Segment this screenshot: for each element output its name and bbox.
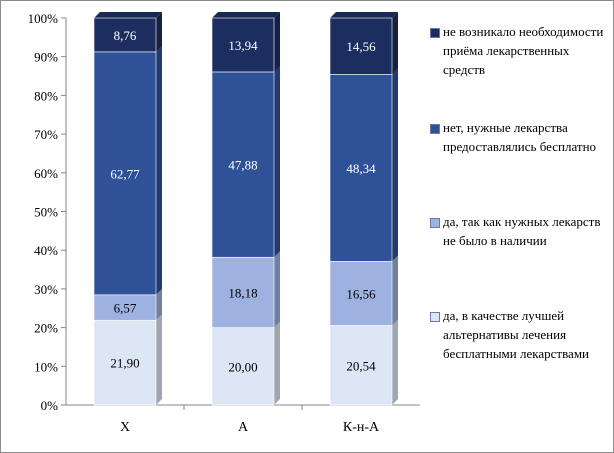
bar-segment-side bbox=[274, 321, 280, 405]
data-label: 18,18 bbox=[228, 285, 257, 300]
data-label: 47,88 bbox=[228, 158, 257, 173]
bar-segment bbox=[93, 319, 157, 406]
bar-segment-side bbox=[156, 314, 162, 405]
y-tick-label: 20% bbox=[34, 321, 58, 336]
legend-label: да, так как нужных лекарств не было в на… bbox=[443, 214, 601, 248]
data-label: 13,94 bbox=[228, 38, 258, 53]
chart-axes: 0% 10% 20% 30% 40% 50% 60% 70% 80% 90% 100% Х А К-н-А bbox=[28, 11, 420, 435]
chart-bars bbox=[93, 12, 398, 406]
legend-label: да, в качестве лучшей альтернативы лечен… bbox=[443, 308, 590, 361]
y-tick-label: 60% bbox=[34, 166, 58, 181]
x-category-label: А bbox=[238, 420, 249, 435]
bar-segment bbox=[329, 74, 393, 262]
y-tick-label: 0% bbox=[41, 398, 59, 413]
x-category-label: К-н-А bbox=[343, 420, 380, 435]
bar-segment-top bbox=[330, 12, 398, 18]
bar-segment bbox=[211, 17, 275, 73]
bar-segment bbox=[329, 325, 393, 406]
legend-swatch bbox=[430, 312, 440, 322]
data-label: 20,00 bbox=[228, 359, 257, 374]
y-tick-label: 100% bbox=[28, 11, 59, 26]
bar-segment bbox=[329, 261, 393, 326]
bar-segment-side bbox=[274, 251, 280, 328]
data-label: 48,34 bbox=[346, 161, 376, 176]
bar-segment bbox=[93, 51, 157, 296]
bar-segment-side bbox=[392, 12, 398, 75]
y-tick-label: 70% bbox=[34, 127, 58, 142]
x-category-label: Х bbox=[120, 420, 130, 435]
legend-swatch bbox=[430, 218, 440, 228]
bar-segment-side bbox=[392, 319, 398, 405]
bar-segment bbox=[211, 327, 275, 406]
bar-segment-top bbox=[94, 12, 162, 18]
bar-segment bbox=[329, 17, 393, 75]
chart-labels: 21,90 6,57 62,77 8,76 20,00 18,18 47,88 13,94 20… bbox=[110, 28, 376, 374]
y-tick-label: 10% bbox=[34, 359, 58, 374]
y-tick-label: 80% bbox=[34, 88, 58, 103]
bar-segment-side bbox=[274, 65, 280, 258]
legend-item: не возникало необходимости приёма лекарс… bbox=[430, 22, 610, 79]
data-label: 16,56 bbox=[346, 286, 376, 301]
legend-label: нет, нужные лекарства предоставлялись бе… bbox=[443, 120, 597, 154]
bar-segment bbox=[211, 71, 275, 258]
bar-segment-side bbox=[392, 68, 398, 262]
legend-swatch bbox=[430, 28, 440, 38]
bar-segment bbox=[211, 256, 275, 328]
legend-item: да, в качестве лучшей альтернативы лечен… bbox=[430, 306, 610, 363]
data-label: 8,76 bbox=[114, 28, 137, 43]
y-tick-label: 50% bbox=[34, 205, 58, 220]
bar-segment-side bbox=[156, 12, 162, 52]
bar-segment-side bbox=[274, 12, 280, 72]
bar-segment-side bbox=[156, 288, 162, 321]
data-label: 6,57 bbox=[114, 301, 137, 316]
y-tick-label: 30% bbox=[34, 282, 58, 297]
legend-item: да, так как нужных лекарств не было в на… bbox=[430, 212, 610, 250]
data-label: 62,77 bbox=[110, 166, 140, 181]
legend-label: не возникало необходимости приёма лекарс… bbox=[443, 24, 604, 77]
data-label: 21,90 bbox=[110, 356, 139, 371]
data-label: 20,54 bbox=[346, 358, 376, 373]
legend-swatch bbox=[430, 124, 440, 134]
y-tick-label: 90% bbox=[34, 50, 58, 65]
bar-segment-top bbox=[212, 12, 280, 18]
bar-segment-side bbox=[392, 255, 398, 326]
bar-segment bbox=[93, 17, 157, 53]
legend-item: нет, нужные лекарства предоставлялись бе… bbox=[430, 118, 610, 156]
y-tick-label: 40% bbox=[34, 243, 58, 258]
bar-segment bbox=[93, 294, 157, 321]
bar-segment-side bbox=[156, 45, 162, 295]
data-label: 14,56 bbox=[346, 39, 376, 54]
